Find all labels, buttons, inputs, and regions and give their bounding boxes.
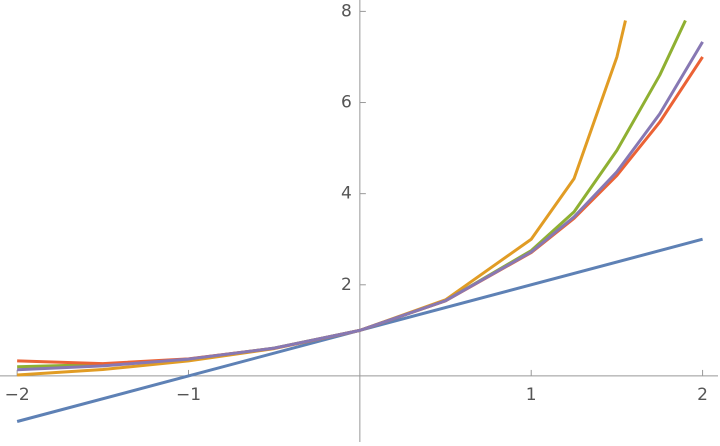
- y-tick-label: 8: [341, 1, 352, 21]
- x-tick-label: −1: [176, 385, 201, 405]
- y-tick-label: 6: [341, 93, 352, 113]
- series-line: [17, 41, 704, 372]
- x-tick-label: −2: [5, 385, 30, 405]
- y-tick-label: 4: [341, 184, 352, 204]
- x-tick-label: 1: [526, 385, 537, 405]
- y-tick-label: 2: [341, 275, 352, 295]
- series-line: [17, 20, 627, 377]
- x-tick-label: 2: [697, 385, 708, 405]
